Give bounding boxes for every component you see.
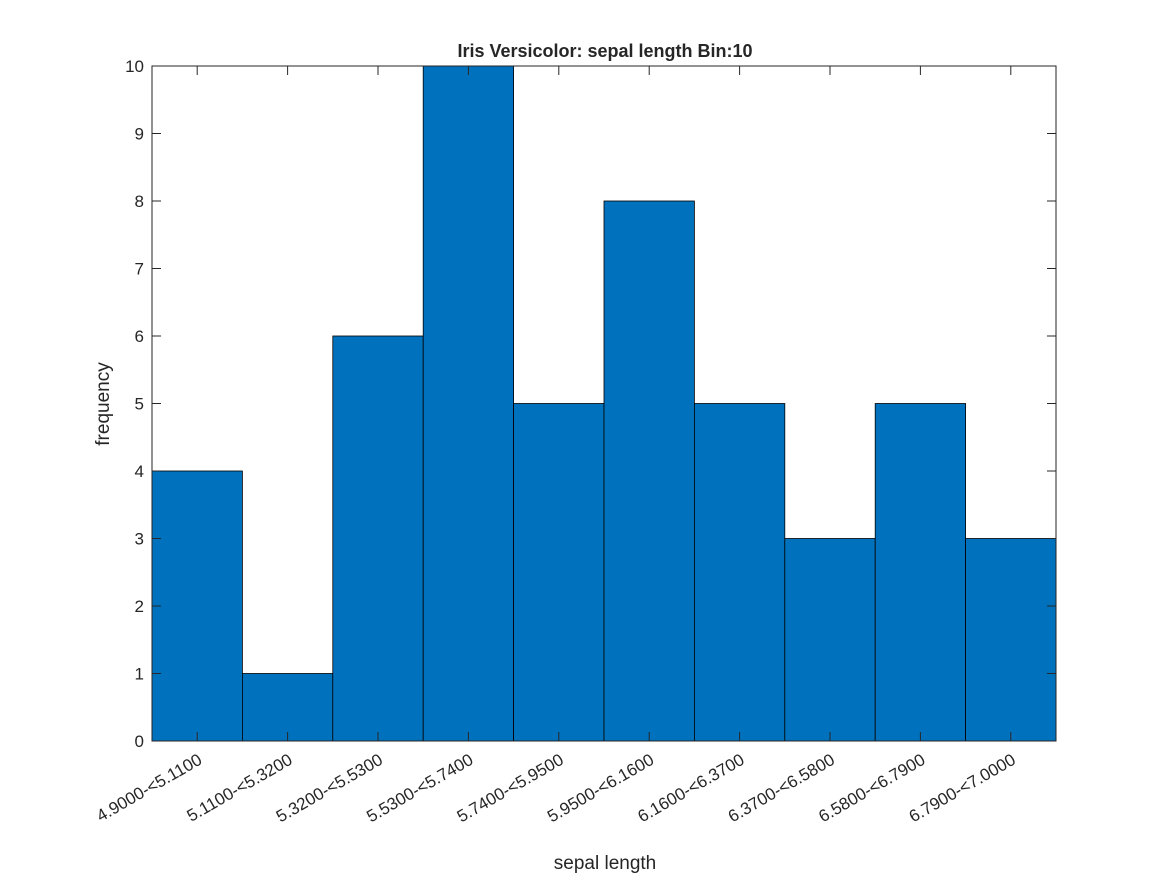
y-tick-label: 4 bbox=[135, 462, 144, 481]
histogram-bar bbox=[694, 403, 786, 742]
histogram-bar bbox=[965, 538, 1057, 742]
y-tick-label: 2 bbox=[135, 597, 144, 616]
x-axis-label: sepal length bbox=[554, 853, 656, 874]
y-tick-label: 0 bbox=[135, 732, 144, 751]
histogram-bar bbox=[422, 65, 515, 742]
y-tick-labels: 0 1 2 3 4 5 6 7 8 9 10 bbox=[125, 57, 144, 751]
y-tick-label: 10 bbox=[125, 57, 144, 76]
histogram-bar bbox=[784, 538, 876, 742]
chart-title: Iris Versicolor: sepal length Bin:10 bbox=[457, 41, 752, 61]
histogram-bar bbox=[151, 470, 243, 742]
histogram-bar bbox=[513, 403, 605, 742]
histogram-bar bbox=[241, 673, 334, 742]
y-tick-label: 9 bbox=[135, 125, 144, 144]
histogram-bar bbox=[332, 335, 424, 742]
y-axis-label: frequency bbox=[93, 362, 114, 446]
y-tick-label: 6 bbox=[135, 327, 144, 346]
histogram-bar bbox=[603, 200, 695, 742]
histogram-bar bbox=[874, 403, 967, 742]
axes-box bbox=[151, 65, 1057, 742]
y-tick-label: 3 bbox=[135, 530, 144, 549]
y-tick-label: 8 bbox=[135, 192, 144, 211]
y-tick-label: 5 bbox=[135, 395, 144, 414]
y-tick-label: 7 bbox=[135, 260, 144, 279]
y-tick-label: 1 bbox=[135, 665, 144, 684]
